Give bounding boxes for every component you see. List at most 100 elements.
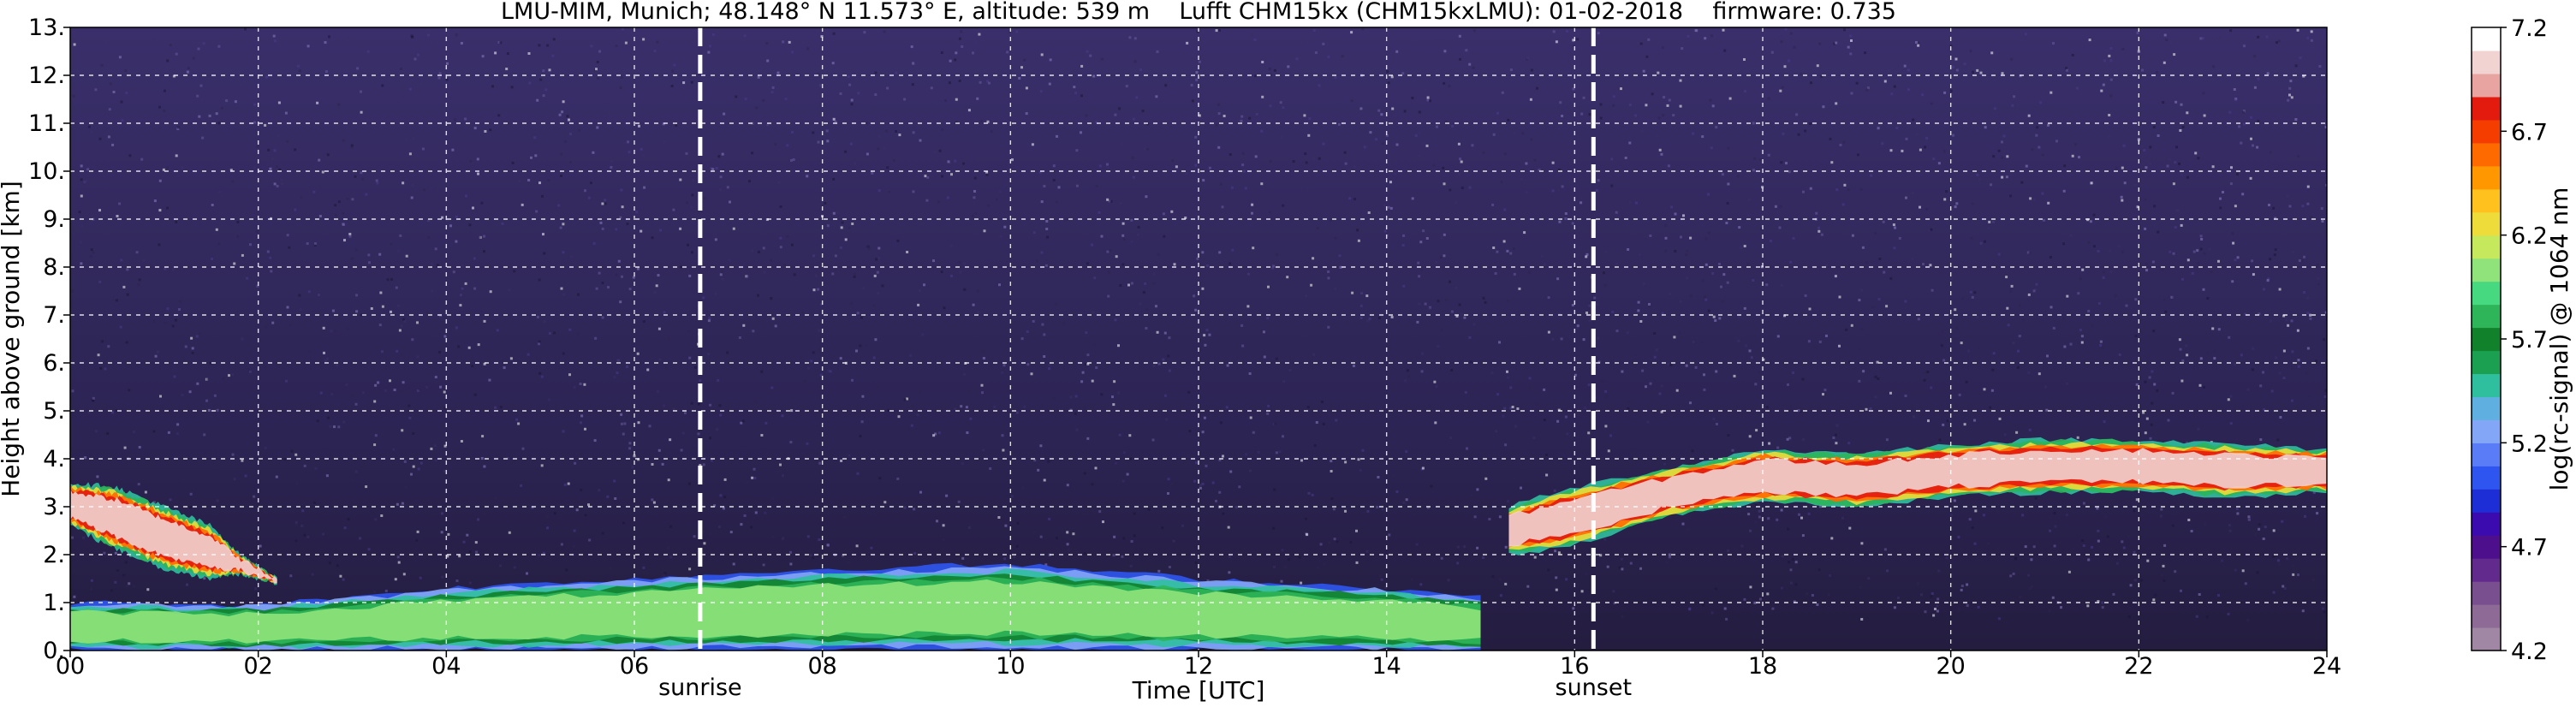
noise-speck (1377, 317, 1381, 319)
noise-speck (738, 336, 741, 339)
noise-speck (620, 76, 623, 79)
noise-speck (2044, 385, 2048, 389)
noise-speck (1621, 567, 1624, 571)
noise-speck (1809, 187, 1812, 190)
noise-speck (883, 146, 886, 150)
noise-speck (714, 292, 717, 295)
noise-speck (1825, 264, 1829, 267)
noise-speck (774, 143, 777, 146)
noise-speck (1440, 409, 1443, 413)
noise-speck (158, 209, 162, 212)
noise-speck (1574, 413, 1578, 417)
noise-speck (294, 520, 298, 524)
noise-speck (1727, 146, 1730, 150)
noise-speck (1664, 236, 1668, 240)
x-tick-label: 04 (431, 653, 461, 680)
noise-speck (1117, 344, 1120, 348)
noise-speck (1606, 565, 1609, 568)
noise-speck (2181, 277, 2184, 281)
colorbar-segment (2472, 581, 2501, 605)
noise-speck (2165, 39, 2168, 42)
noise-speck (693, 365, 697, 369)
noise-speck (1502, 414, 1505, 418)
noise-speck (314, 466, 318, 470)
noise-speck (1587, 383, 1591, 387)
noise-speck (313, 501, 316, 504)
noise-speck (754, 511, 758, 514)
noise-speck (1572, 607, 1575, 610)
noise-speck (1062, 322, 1066, 325)
noise-speck (346, 35, 349, 39)
noise-speck (1361, 449, 1365, 452)
noise-speck (546, 526, 549, 530)
noise-speck (1733, 374, 1736, 377)
noise-speck (583, 383, 586, 386)
noise-speck (1893, 606, 1896, 609)
noise-speck (827, 369, 830, 372)
noise-speck (551, 54, 555, 57)
noise-speck (246, 276, 249, 280)
noise-speck (786, 235, 789, 238)
noise-speck (2191, 271, 2194, 275)
noise-speck (128, 582, 131, 585)
noise-speck (2010, 284, 2014, 288)
noise-speck (217, 242, 221, 246)
noise-speck (1629, 561, 1633, 565)
noise-speck (124, 69, 128, 73)
noise-speck (859, 435, 862, 438)
noise-speck (2001, 175, 2004, 179)
noise-speck (1905, 196, 1907, 199)
noise-speck (2097, 301, 2101, 305)
noise-speck (818, 538, 821, 541)
noise-speck (475, 550, 479, 554)
noise-speck (669, 556, 673, 559)
noise-speck (849, 142, 853, 146)
noise-speck (104, 367, 107, 371)
noise-speck (2099, 344, 2103, 347)
noise-speck (1845, 328, 1848, 331)
noise-speck (2090, 181, 2093, 185)
noise-speck (790, 158, 793, 162)
noise-speck (906, 251, 909, 253)
noise-speck (1585, 312, 1588, 314)
noise-speck (1753, 601, 1757, 604)
noise-speck (1450, 310, 1454, 313)
noise-speck (1744, 90, 1746, 93)
noise-speck (1867, 577, 1871, 580)
noise-speck (809, 554, 812, 557)
noise-speck (958, 80, 961, 82)
noise-speck (2217, 259, 2220, 263)
noise-speck (1761, 186, 1764, 189)
noise-speck (330, 330, 333, 333)
noise-speck (1122, 451, 1126, 454)
noise-speck (367, 253, 371, 257)
noise-speck (1350, 99, 1353, 103)
noise-speck (883, 501, 887, 504)
noise-speck (215, 112, 218, 116)
noise-speck (1936, 604, 1939, 608)
noise-speck (1356, 229, 1359, 232)
noise-speck (1003, 557, 1007, 561)
noise-speck (1139, 68, 1143, 72)
noise-speck (1161, 526, 1164, 530)
noise-speck (1141, 110, 1145, 113)
noise-speck (483, 250, 485, 253)
noise-speck (422, 188, 425, 192)
noise-speck (944, 99, 947, 102)
noise-speck (1049, 58, 1052, 62)
noise-speck (1086, 362, 1090, 365)
noise-speck (2267, 277, 2270, 281)
noise-speck (1495, 430, 1498, 433)
noise-speck (1657, 71, 1660, 74)
noise-speck (1518, 287, 1521, 290)
noise-speck (547, 82, 550, 86)
noise-speck (771, 535, 775, 538)
noise-speck (702, 296, 705, 300)
noise-speck (2276, 438, 2280, 442)
noise-speck (2216, 36, 2220, 39)
noise-speck (1604, 425, 1608, 428)
noise-speck (1859, 585, 1862, 589)
noise-speck (2316, 512, 2319, 515)
noise-speck (2195, 615, 2198, 618)
noise-speck (1106, 250, 1110, 253)
